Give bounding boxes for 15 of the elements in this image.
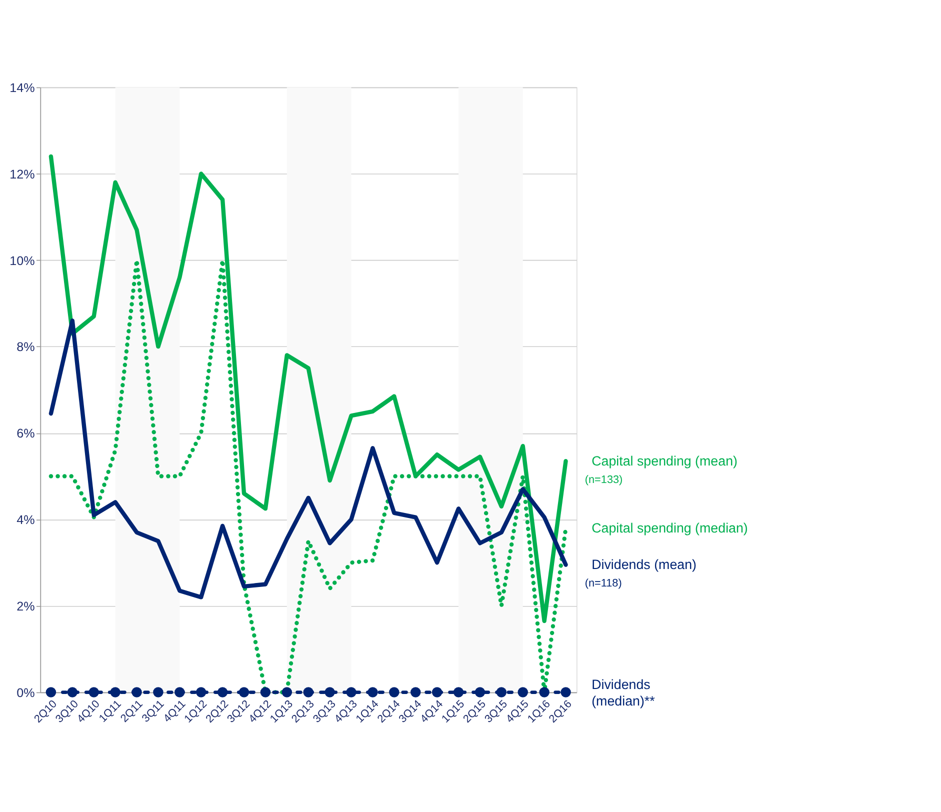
y-tick-label: 10% (10, 254, 35, 268)
y-tick-label: 2% (16, 599, 35, 614)
series-label: Dividends (median)** (592, 676, 655, 709)
series-label: Capital spending (mean) (592, 453, 738, 468)
y-tick-label: 4% (16, 513, 35, 528)
series-label: Capital spending (median) (592, 520, 748, 536)
series-label: Dividends (mean) (592, 556, 697, 572)
y-tick-label: 0% (16, 686, 35, 700)
line-series (48, 318, 568, 600)
y-tick-label: 14% (10, 80, 35, 95)
text: (n=118) (584, 578, 622, 590)
y-tick-label: 12% (10, 167, 35, 182)
y-tick-label: 6% (16, 426, 35, 441)
y-tick-label: 8% (16, 340, 35, 354)
text: (n=133) (584, 474, 623, 486)
